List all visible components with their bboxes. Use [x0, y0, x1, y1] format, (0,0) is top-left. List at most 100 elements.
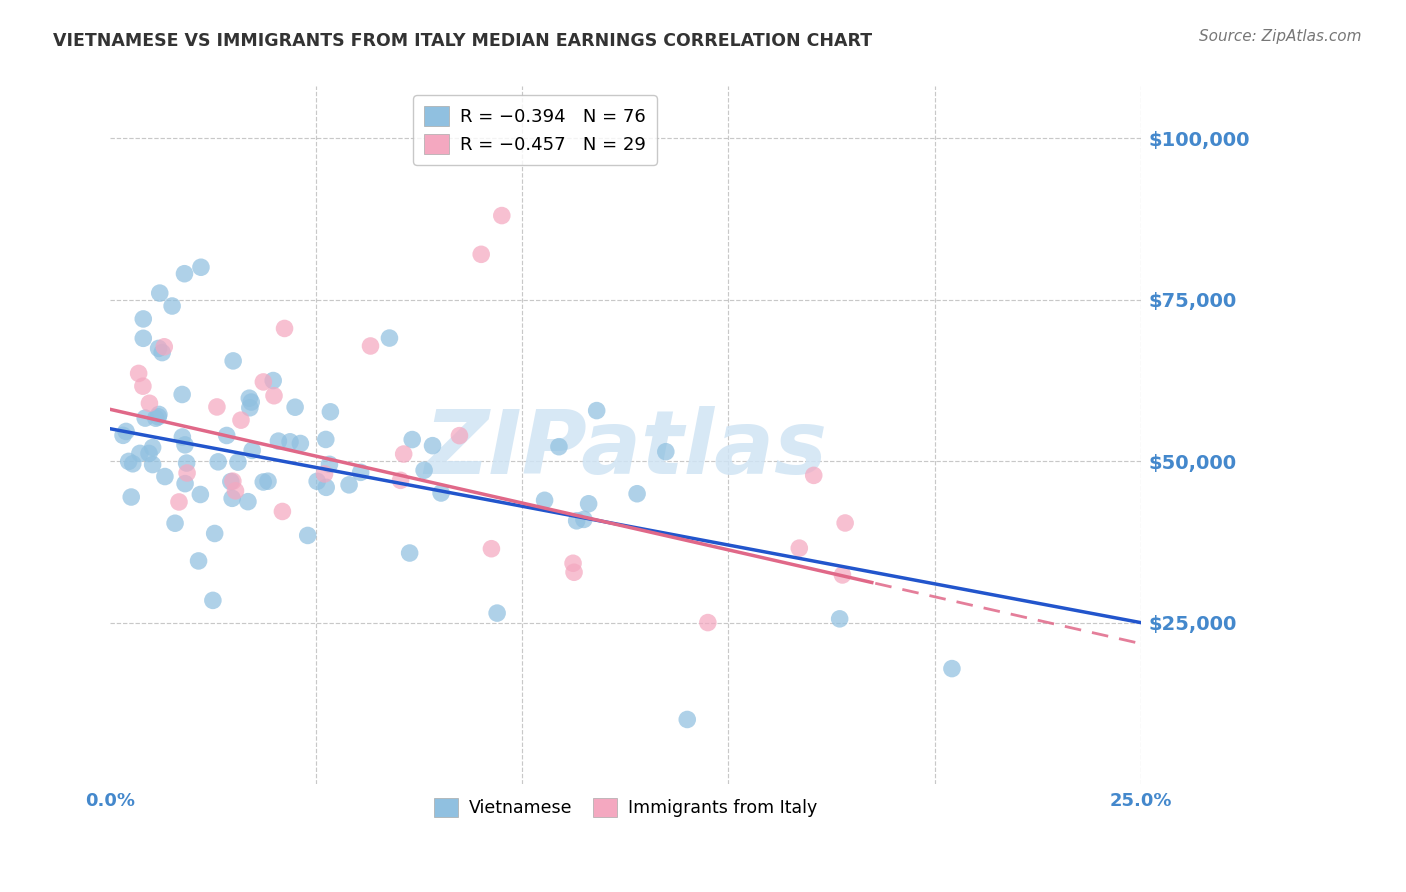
Point	[224, 483, 246, 498]
Point	[307, 475, 329, 489]
Point	[655, 444, 678, 458]
Point	[449, 428, 471, 442]
Point	[262, 374, 284, 388]
Point	[167, 495, 190, 509]
Point	[491, 209, 513, 223]
Point	[803, 468, 825, 483]
Point	[205, 400, 228, 414]
Point	[240, 443, 263, 458]
Point	[236, 494, 259, 508]
Point	[207, 455, 229, 469]
Point	[118, 454, 141, 468]
Point	[422, 439, 444, 453]
Point	[257, 474, 280, 488]
Point	[174, 476, 197, 491]
Point	[413, 463, 436, 477]
Point	[252, 475, 274, 489]
Point	[132, 331, 155, 345]
Point	[350, 466, 373, 480]
Point	[121, 457, 143, 471]
Point	[112, 428, 135, 442]
Point	[229, 413, 252, 427]
Point	[172, 387, 194, 401]
Point	[142, 458, 165, 472]
Point	[267, 434, 290, 449]
Point	[174, 438, 197, 452]
Point	[481, 541, 503, 556]
Point	[138, 446, 160, 460]
Point	[153, 340, 176, 354]
Point	[562, 566, 585, 580]
Point	[314, 467, 336, 481]
Point	[173, 267, 195, 281]
Point	[533, 493, 555, 508]
Text: Source: ZipAtlas.com: Source: ZipAtlas.com	[1198, 29, 1361, 45]
Point	[278, 434, 301, 449]
Point	[696, 615, 718, 630]
Point	[187, 554, 209, 568]
Point	[176, 456, 198, 470]
Point	[585, 403, 607, 417]
Point	[271, 504, 294, 518]
Point	[145, 411, 167, 425]
Point	[132, 379, 155, 393]
Point	[138, 396, 160, 410]
Point	[148, 409, 170, 424]
Text: ZIPatlas: ZIPatlas	[425, 406, 827, 492]
Point	[252, 375, 274, 389]
Point	[315, 433, 337, 447]
Point	[128, 367, 150, 381]
Point	[134, 411, 156, 425]
Point	[319, 405, 342, 419]
Point	[315, 480, 337, 494]
Point	[626, 487, 648, 501]
Point	[148, 408, 170, 422]
Point	[486, 606, 509, 620]
Point	[215, 428, 238, 442]
Point	[263, 389, 285, 403]
Point	[398, 546, 420, 560]
Point	[128, 446, 150, 460]
Point	[238, 391, 260, 405]
Point	[222, 354, 245, 368]
Point	[290, 436, 312, 450]
Point	[165, 516, 187, 531]
Point	[239, 401, 262, 415]
Point	[190, 260, 212, 275]
Point	[831, 568, 853, 582]
Point	[565, 514, 588, 528]
Point	[150, 345, 173, 359]
Point	[401, 433, 423, 447]
Point	[142, 441, 165, 455]
Point	[240, 395, 263, 409]
Point	[572, 512, 595, 526]
Point	[226, 455, 249, 469]
Point	[392, 447, 415, 461]
Point	[430, 486, 453, 500]
Point	[787, 541, 810, 555]
Point	[273, 321, 295, 335]
Point	[378, 331, 401, 345]
Point	[941, 662, 963, 676]
Point	[360, 339, 382, 353]
Point	[149, 286, 172, 301]
Text: VIETNAMESE VS IMMIGRANTS FROM ITALY MEDIAN EARNINGS CORRELATION CHART: VIETNAMESE VS IMMIGRANTS FROM ITALY MEDI…	[53, 32, 873, 50]
Point	[201, 593, 224, 607]
Point	[548, 440, 571, 454]
Legend: Vietnamese, Immigrants from Italy: Vietnamese, Immigrants from Italy	[427, 791, 824, 824]
Point	[148, 342, 170, 356]
Point	[562, 556, 585, 570]
Point	[318, 458, 340, 472]
Point	[284, 401, 307, 415]
Point	[221, 491, 243, 506]
Point	[676, 713, 699, 727]
Point	[176, 466, 198, 480]
Point	[132, 312, 155, 326]
Point	[172, 430, 194, 444]
Point	[297, 528, 319, 542]
Point	[160, 299, 183, 313]
Point	[120, 490, 142, 504]
Point	[578, 497, 600, 511]
Point	[222, 474, 245, 488]
Point	[153, 469, 176, 483]
